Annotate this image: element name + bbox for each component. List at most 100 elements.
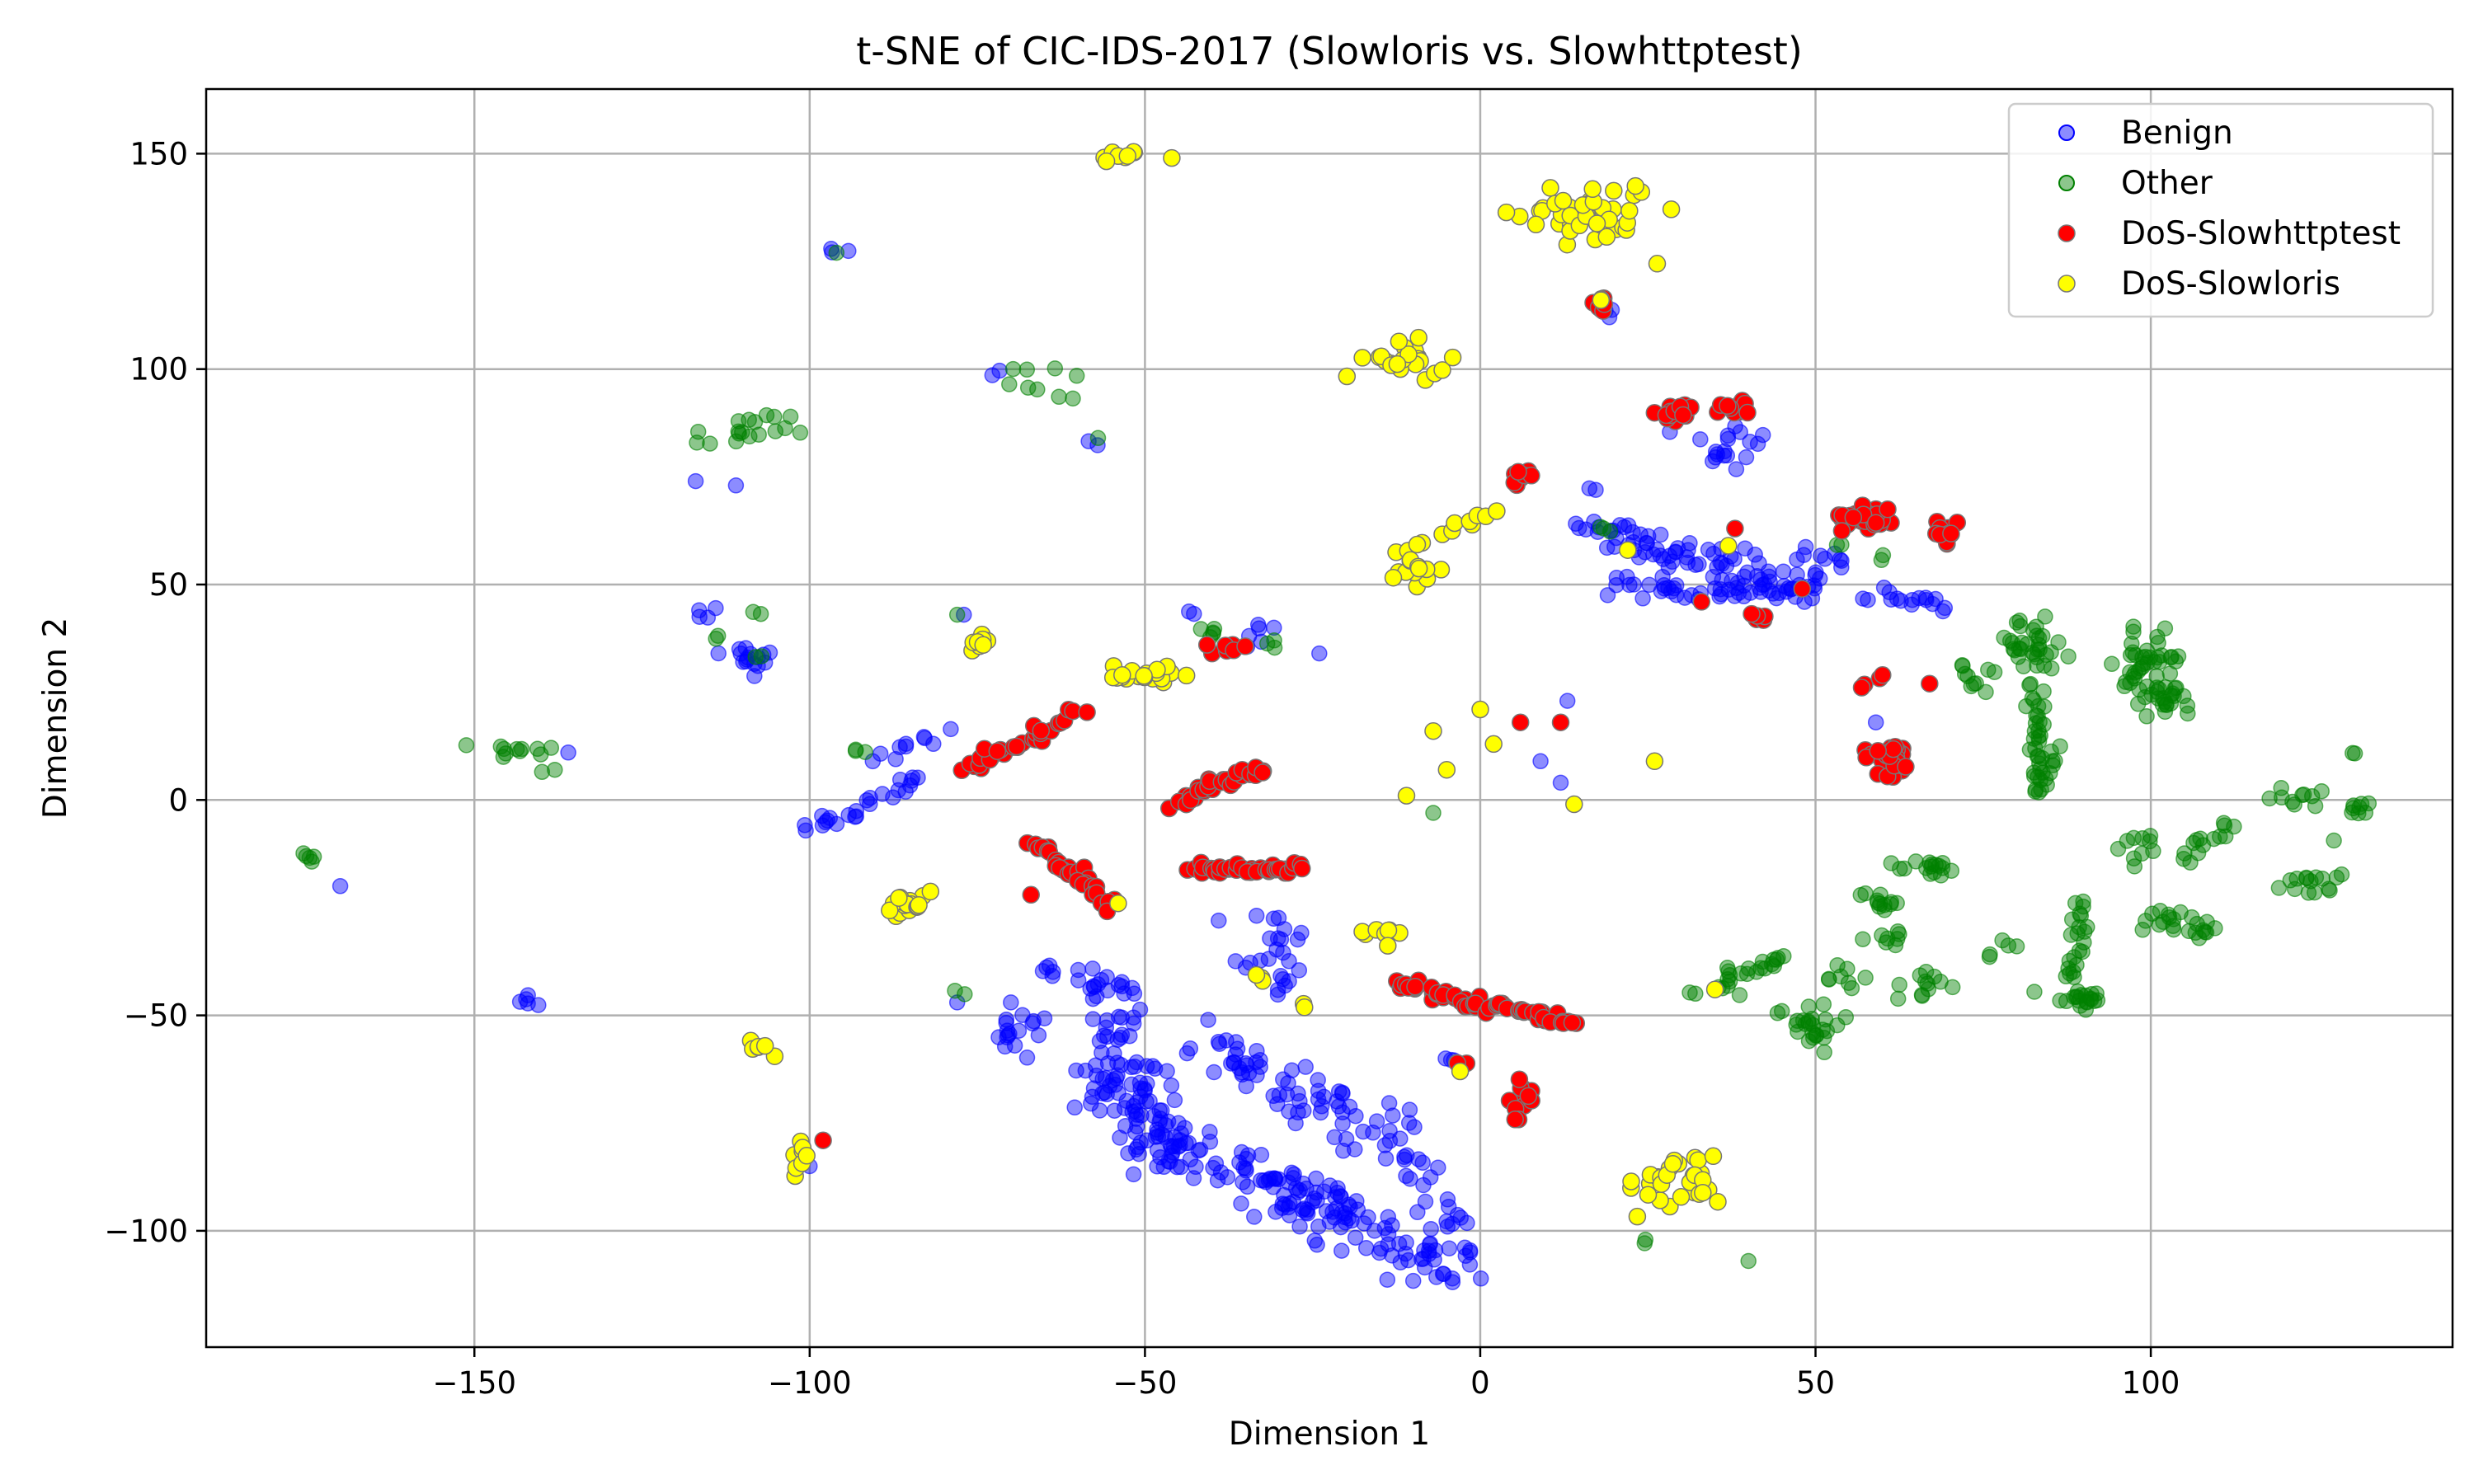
data-point [2078, 993, 2095, 1010]
y-tick-label: 150 [129, 136, 188, 171]
data-point [1291, 962, 1308, 979]
data-point [1874, 547, 1892, 564]
data-point [560, 744, 576, 761]
data-point [1740, 960, 1757, 977]
data-point [1297, 1059, 1314, 1075]
data-point [1519, 1087, 1538, 1106]
data-point [301, 849, 318, 866]
data-point [1398, 1234, 1414, 1251]
data-point [1384, 1247, 1400, 1264]
data-point [1599, 587, 1616, 603]
data-point [1206, 1064, 1222, 1081]
data-point [1084, 960, 1101, 977]
data-point [1707, 444, 1724, 460]
data-point [1399, 345, 1418, 364]
data-point [1169, 1158, 1186, 1176]
data-point [1246, 1209, 1263, 1225]
data-point [2104, 655, 2120, 673]
data-point [1441, 1240, 1458, 1256]
data-point [752, 605, 769, 622]
data-point [741, 428, 758, 445]
data-point [543, 740, 560, 756]
data-point [1888, 895, 1905, 912]
data-point [691, 608, 708, 625]
data-point [1927, 590, 1944, 608]
data-point [1166, 1092, 1183, 1109]
data-point [2328, 869, 2345, 886]
data-point [1891, 976, 1907, 993]
data-point [1812, 547, 1829, 564]
data-point [1839, 960, 1856, 977]
data-point [2344, 804, 2360, 821]
data-point [1227, 953, 1244, 970]
data-point [2024, 689, 2041, 707]
data-point [1338, 367, 1357, 386]
data-point [1408, 535, 1427, 554]
data-point [1135, 667, 1153, 685]
data-point [1892, 860, 1908, 877]
data-point [1978, 683, 1994, 701]
data-point [848, 808, 865, 824]
data-point [747, 649, 764, 665]
data-point [1554, 191, 1573, 210]
data-point [891, 772, 909, 788]
data-point [1007, 737, 1026, 756]
data-point [1869, 742, 1887, 760]
data-point [2138, 708, 2155, 725]
data-point [1719, 430, 1737, 448]
data-point [1296, 998, 1314, 1017]
data-point [1397, 787, 1416, 805]
data-point [1306, 1233, 1324, 1249]
chart-title: t-SNE of CIC-IDS-2017 (Slowloris vs. Slo… [856, 29, 1803, 73]
data-point [1248, 907, 1265, 924]
data-point [1173, 1158, 1189, 1176]
data-point [890, 889, 908, 907]
data-point [1816, 1044, 1832, 1061]
data-point [1451, 1062, 1470, 1081]
data-point [1236, 637, 1254, 655]
data-point [1333, 1242, 1350, 1259]
data-point [1368, 1113, 1385, 1129]
data-point [1118, 147, 1137, 165]
data-point [1399, 1252, 1417, 1269]
data-point [1439, 1191, 1456, 1208]
data-point [1004, 360, 1022, 378]
data-point [1097, 152, 1116, 171]
data-point [1663, 1154, 1682, 1173]
data-point [1726, 519, 1744, 538]
data-point [1888, 931, 1906, 947]
data-point [1178, 1045, 1196, 1062]
data-point [1526, 215, 1545, 234]
data-point [1125, 1009, 1142, 1026]
data-point [2176, 845, 2193, 862]
data-point [1070, 972, 1087, 989]
data-point [956, 606, 972, 623]
data-point [1308, 1170, 1324, 1187]
data-point [1541, 179, 1559, 197]
data-point [1749, 435, 1766, 453]
data-point [1821, 971, 1837, 988]
data-point [1381, 1133, 1399, 1149]
data-point [1592, 291, 1611, 309]
data-point [746, 668, 763, 684]
data-point [1674, 406, 1692, 425]
data-point [2026, 984, 2043, 1000]
data-point [1262, 930, 1278, 947]
data-point [1808, 1027, 1824, 1044]
series-benign [332, 241, 1954, 1290]
data-point [2168, 679, 2185, 696]
data-point [1388, 355, 1407, 373]
data-point [1963, 678, 1980, 695]
data-point [1192, 621, 1210, 637]
data-point [1738, 403, 1757, 422]
data-point [1728, 580, 1745, 597]
data-point [1051, 388, 1067, 406]
data-point [741, 411, 757, 428]
data-point [2022, 675, 2039, 693]
data-point [1109, 894, 1127, 913]
data-point [520, 987, 536, 1003]
data-point [1253, 1146, 1270, 1163]
data-point [2050, 634, 2067, 650]
data-point [1921, 674, 1939, 693]
data-point [2052, 738, 2068, 754]
